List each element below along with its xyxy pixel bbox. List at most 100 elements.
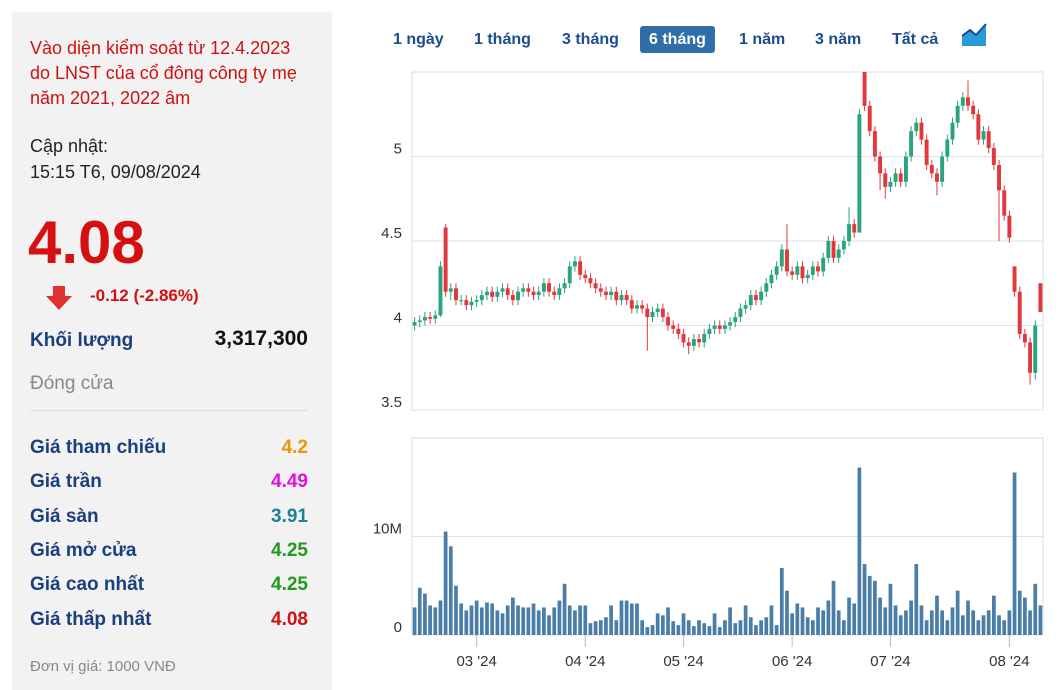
candle-body xyxy=(733,317,738,323)
volume-bar xyxy=(500,613,505,635)
candle-body xyxy=(862,72,867,106)
volume-bar xyxy=(686,620,691,635)
candle-body xyxy=(666,317,670,326)
volume-bar xyxy=(671,621,676,635)
row-label: Giá tham chiếu xyxy=(30,437,167,458)
candle-body xyxy=(769,274,774,284)
candle-body xyxy=(903,156,908,182)
volume-bar xyxy=(614,620,619,635)
range-tab[interactable]: 3 năm xyxy=(815,31,862,48)
volume-bar xyxy=(588,623,593,635)
quote-panel: Vào diện kiểm soát từ 12.4.2023 do LNST … xyxy=(12,12,332,690)
volume-bar xyxy=(495,610,500,635)
candle-body xyxy=(707,328,712,334)
candle-body xyxy=(997,164,1002,191)
x-tick-label: 03 '24 xyxy=(456,653,496,670)
range-tab[interactable]: Tất cả xyxy=(892,31,939,48)
candle-body xyxy=(505,288,510,296)
candle-body xyxy=(531,291,536,296)
candle-body xyxy=(883,173,888,187)
volume-bar xyxy=(619,600,624,635)
row-label: Giá sàn xyxy=(30,505,99,527)
candle-body xyxy=(593,283,598,289)
volume-bar xyxy=(1038,605,1043,635)
volume-bar xyxy=(552,607,557,635)
range-tab[interactable]: 1 năm xyxy=(739,31,786,48)
candle-body xyxy=(562,283,567,289)
volume-bar xyxy=(754,625,758,635)
x-tick-label: 05 '24 xyxy=(663,653,703,670)
volume-bar xyxy=(454,585,458,635)
volume-bar xyxy=(423,593,427,635)
volume-bar xyxy=(526,607,531,635)
candle-body xyxy=(428,317,433,319)
candle-body xyxy=(743,305,748,309)
candle-body xyxy=(841,241,846,250)
row-value: 4.25 xyxy=(271,574,308,596)
candle-body xyxy=(697,339,702,343)
volume-bar xyxy=(898,615,903,635)
candle-body xyxy=(1012,266,1017,292)
row-label: Giá thấp nhất xyxy=(30,608,152,630)
volume-bar xyxy=(536,610,541,635)
candle-body xyxy=(417,320,422,323)
chart-icon[interactable] xyxy=(961,23,987,46)
volume-bar xyxy=(459,603,463,635)
volume-bar xyxy=(469,605,474,635)
candle-body xyxy=(681,333,686,343)
volume-bar xyxy=(1033,583,1038,635)
y-tick-label: 3.5 xyxy=(381,394,402,411)
volume-bar xyxy=(655,613,660,635)
volume-bar xyxy=(629,603,634,635)
range-tab[interactable]: 6 tháng xyxy=(640,26,715,53)
candle-body xyxy=(774,266,779,275)
y-tick-label: 4 xyxy=(394,310,402,327)
volume-bar xyxy=(660,615,665,635)
range-tab[interactable]: 3 tháng xyxy=(562,31,619,48)
volume-bar xyxy=(531,603,536,635)
candle-body xyxy=(1017,291,1022,334)
candle-body xyxy=(412,322,417,326)
volume-bar xyxy=(676,625,681,635)
candle-body xyxy=(800,266,805,279)
candle-body xyxy=(759,291,764,301)
volume-bar xyxy=(567,605,572,635)
candle-body xyxy=(847,224,852,241)
candle-body xyxy=(785,249,789,272)
volume-bar xyxy=(883,607,888,635)
candle-body xyxy=(790,271,795,275)
volume-bar xyxy=(438,600,443,635)
candle-body xyxy=(764,283,769,292)
price-change: -0.12 (-2.86%) xyxy=(90,286,199,305)
volume-bar xyxy=(748,617,753,635)
volume-bar xyxy=(971,610,976,635)
x-tick-label: 08 '24 xyxy=(989,653,1029,670)
candle-body xyxy=(821,257,826,272)
candle-body xyxy=(738,308,743,318)
x-tick-label: 06 '24 xyxy=(772,653,812,670)
volume-bar xyxy=(1028,610,1032,635)
volume-bar xyxy=(976,620,981,635)
range-tab[interactable]: 1 ngày xyxy=(393,31,444,48)
volume-bar xyxy=(562,583,567,635)
volume-bar xyxy=(433,607,438,635)
volume-bar xyxy=(852,603,857,635)
candle-body xyxy=(991,148,996,165)
candle-body xyxy=(655,308,660,312)
volume-bar xyxy=(940,610,945,635)
candle-body xyxy=(547,283,552,292)
candle-body xyxy=(753,295,758,301)
range-tab[interactable]: 1 tháng xyxy=(474,31,531,48)
volume-bar xyxy=(428,605,432,635)
candle-body xyxy=(810,266,815,275)
candle-body xyxy=(635,305,639,309)
volume-bar xyxy=(919,605,924,635)
candle-body xyxy=(598,288,603,292)
candle-body xyxy=(1022,333,1027,343)
volume-bar xyxy=(640,620,645,635)
volume-bar xyxy=(1017,590,1022,635)
candle-body xyxy=(614,291,619,301)
volume-bar xyxy=(992,595,996,635)
